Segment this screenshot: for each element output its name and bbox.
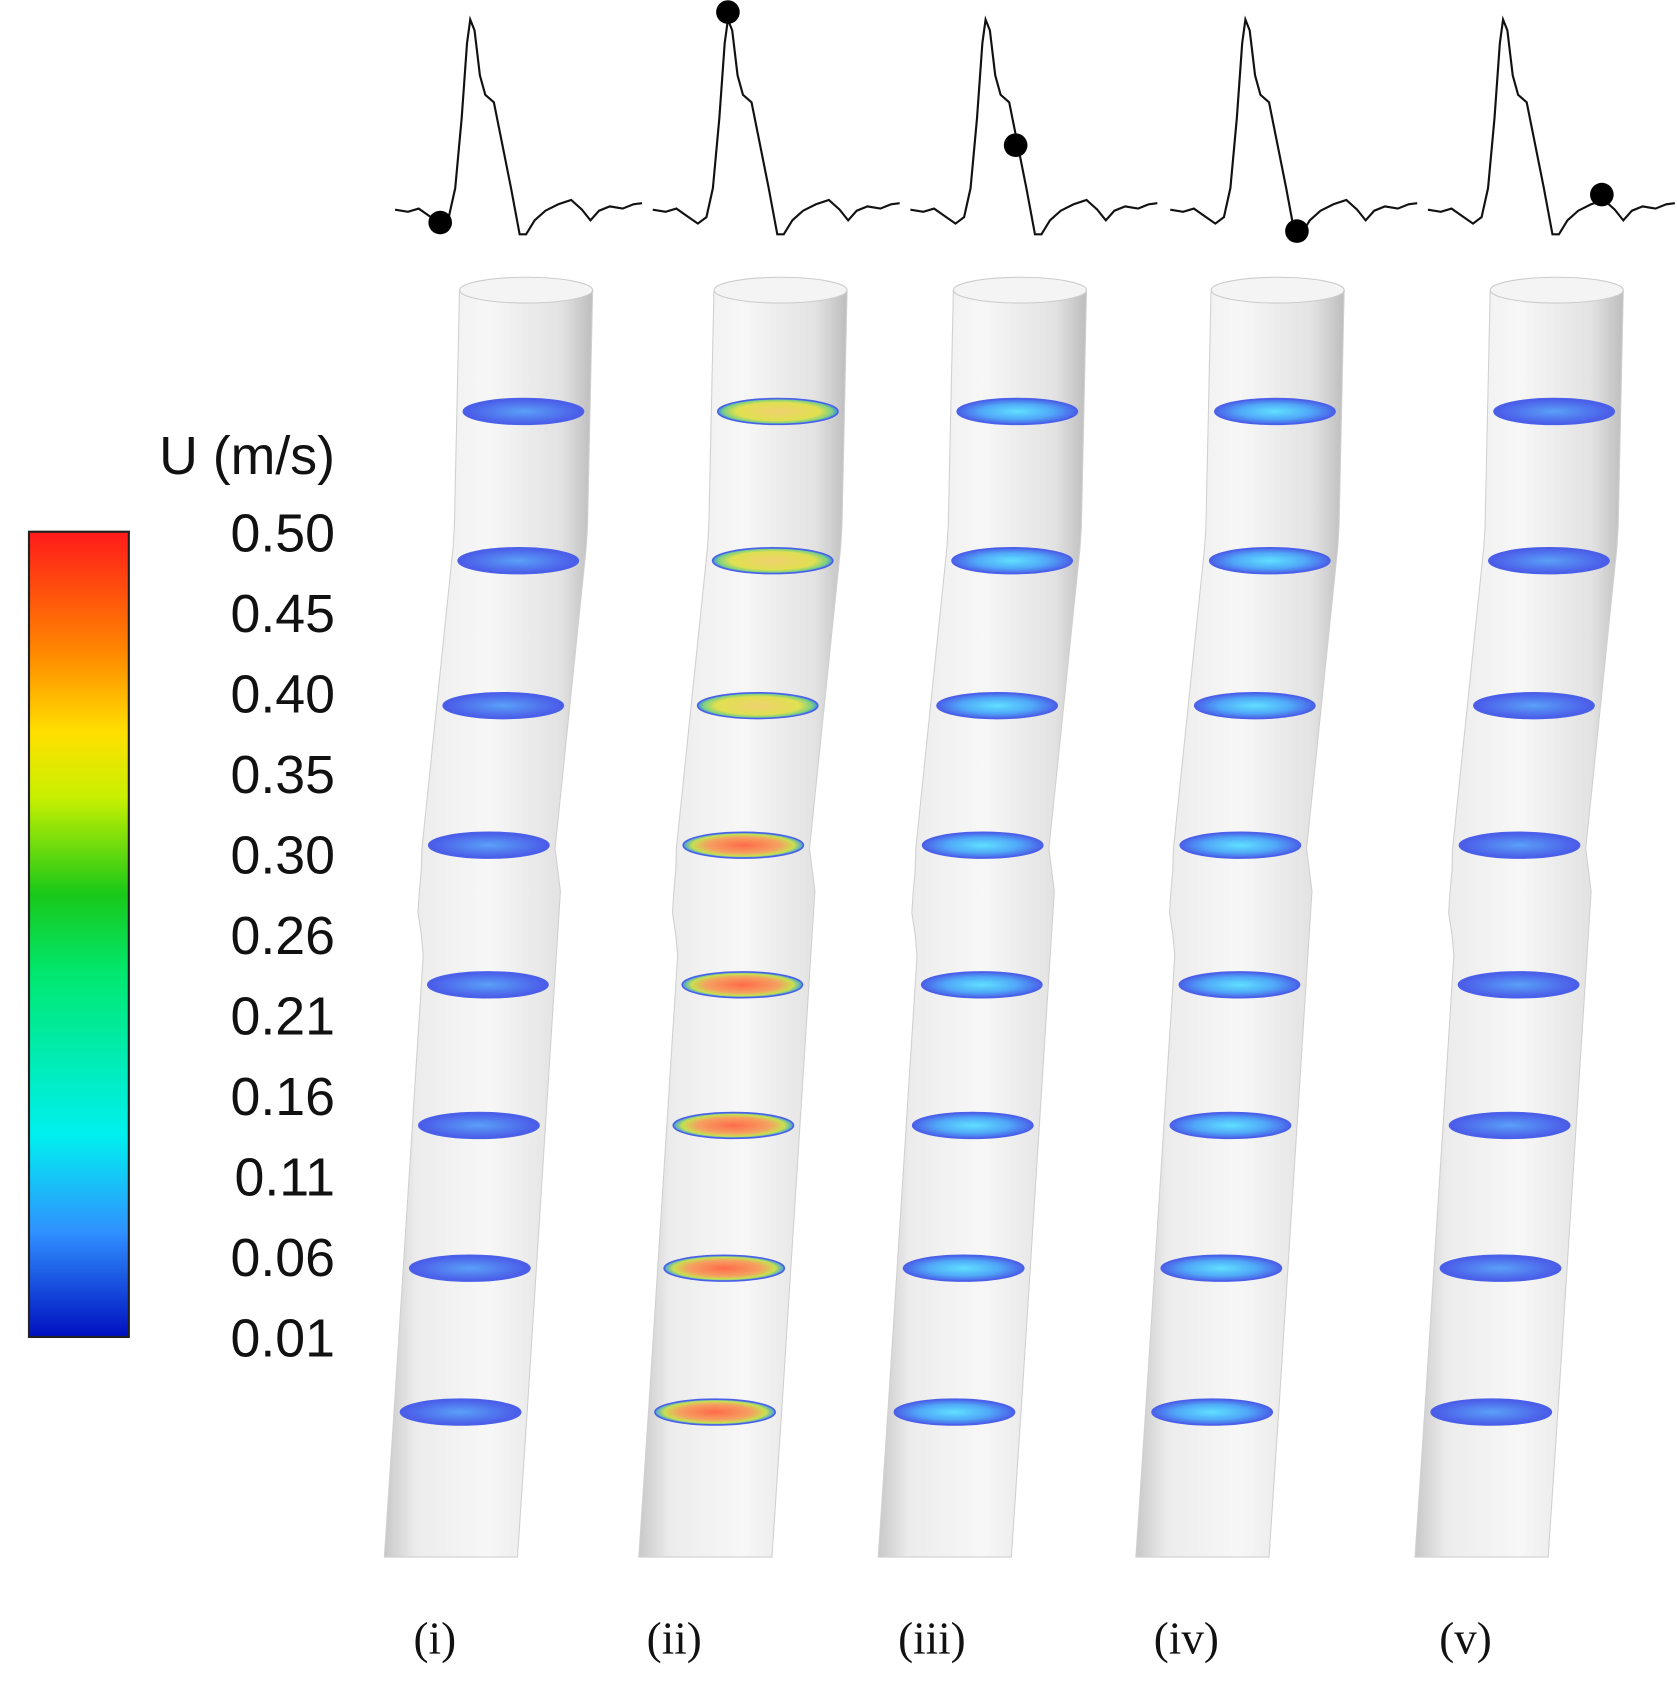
velocity-slice (1458, 831, 1581, 859)
velocity-slice (1214, 397, 1336, 426)
waveform (1170, 15, 1418, 236)
panel-label: (i) (414, 1613, 457, 1663)
velocity-slice (1448, 1111, 1571, 1140)
vessel (638, 289, 848, 1558)
velocity-slice (681, 971, 804, 999)
velocity-slice (1493, 397, 1616, 426)
velocity-slice (426, 971, 549, 999)
vessel-inlet (713, 276, 848, 304)
waveform (1427, 15, 1675, 236)
colorbar-label: 0.50 (231, 503, 335, 563)
velocity-slice (921, 831, 1044, 859)
velocity-slice (654, 1398, 776, 1426)
colorbar-label: 0.30 (231, 825, 335, 885)
waveform (394, 15, 643, 236)
velocity-slice (1457, 971, 1580, 999)
time-marker (1003, 133, 1028, 158)
vessel-inlet (952, 276, 1088, 304)
velocity-slice (936, 691, 1059, 720)
panel-label: (iii) (898, 1613, 966, 1663)
time-marker (428, 210, 452, 235)
colorbar-label: 0.01 (231, 1308, 335, 1368)
velocity-slice (1179, 831, 1302, 859)
velocity-slice (716, 397, 839, 426)
colorbar-label: 0.40 (231, 664, 335, 724)
colorbar-label: 0.16 (231, 1067, 335, 1127)
colorbar-label: 0.06 (231, 1228, 335, 1288)
velocity-slice (1160, 1254, 1283, 1282)
velocity-slice (427, 831, 550, 859)
velocity-slice (462, 397, 585, 426)
colorbar-title: U (m/s) (159, 426, 335, 486)
time-marker (1590, 182, 1614, 207)
velocity-slice (1208, 547, 1331, 575)
velocity-slice (682, 831, 805, 859)
velocity-slice (663, 1254, 786, 1282)
colorbar-label: 0.45 (231, 584, 335, 644)
waveform (652, 15, 900, 236)
velocity-slice (417, 1111, 540, 1140)
vessel (1135, 289, 1345, 1558)
vessel (383, 289, 594, 1558)
velocity-slice (911, 1111, 1034, 1140)
velocity-slice (951, 547, 1074, 575)
velocity-slice (1473, 691, 1595, 720)
colorbar-label: 0.11 (234, 1147, 334, 1207)
velocity-slice (711, 547, 834, 575)
velocity-slice (1193, 691, 1316, 720)
velocity-slice (1178, 971, 1301, 999)
colorbar-label: 0.26 (231, 906, 335, 966)
velocity-slice (442, 691, 565, 720)
velocity-slice (696, 691, 819, 720)
velocity-slice (1488, 547, 1610, 575)
velocity-slice (408, 1254, 531, 1282)
velocity-slice (1169, 1111, 1292, 1140)
velocity-slice (893, 1398, 1016, 1426)
velocity-slice (457, 547, 580, 575)
time-marker (1285, 219, 1309, 243)
velocity-slice (1430, 1398, 1553, 1426)
velocity-slice (1151, 1398, 1274, 1426)
colorbar (27, 530, 130, 1339)
panel-label: (ii) (647, 1613, 702, 1663)
vessel (877, 289, 1088, 1558)
velocity-slice (399, 1398, 522, 1426)
vessel-inlet (1210, 276, 1345, 304)
velocity-slice (672, 1111, 795, 1140)
waveform (910, 15, 1158, 236)
vessel (1414, 289, 1624, 1558)
colorbar-label: 0.35 (231, 745, 335, 805)
colorbar-label: 0.21 (231, 986, 335, 1046)
panel-label: (iv) (1154, 1613, 1219, 1663)
panel-label: (v) (1439, 1613, 1492, 1663)
velocity-slice (1439, 1254, 1562, 1282)
time-marker (716, 0, 740, 24)
velocity-slice (920, 971, 1043, 999)
vessel-inlet (458, 276, 594, 304)
velocity-slice (902, 1254, 1025, 1282)
vessel-inlet (1489, 276, 1624, 304)
velocity-slice (956, 397, 1079, 426)
